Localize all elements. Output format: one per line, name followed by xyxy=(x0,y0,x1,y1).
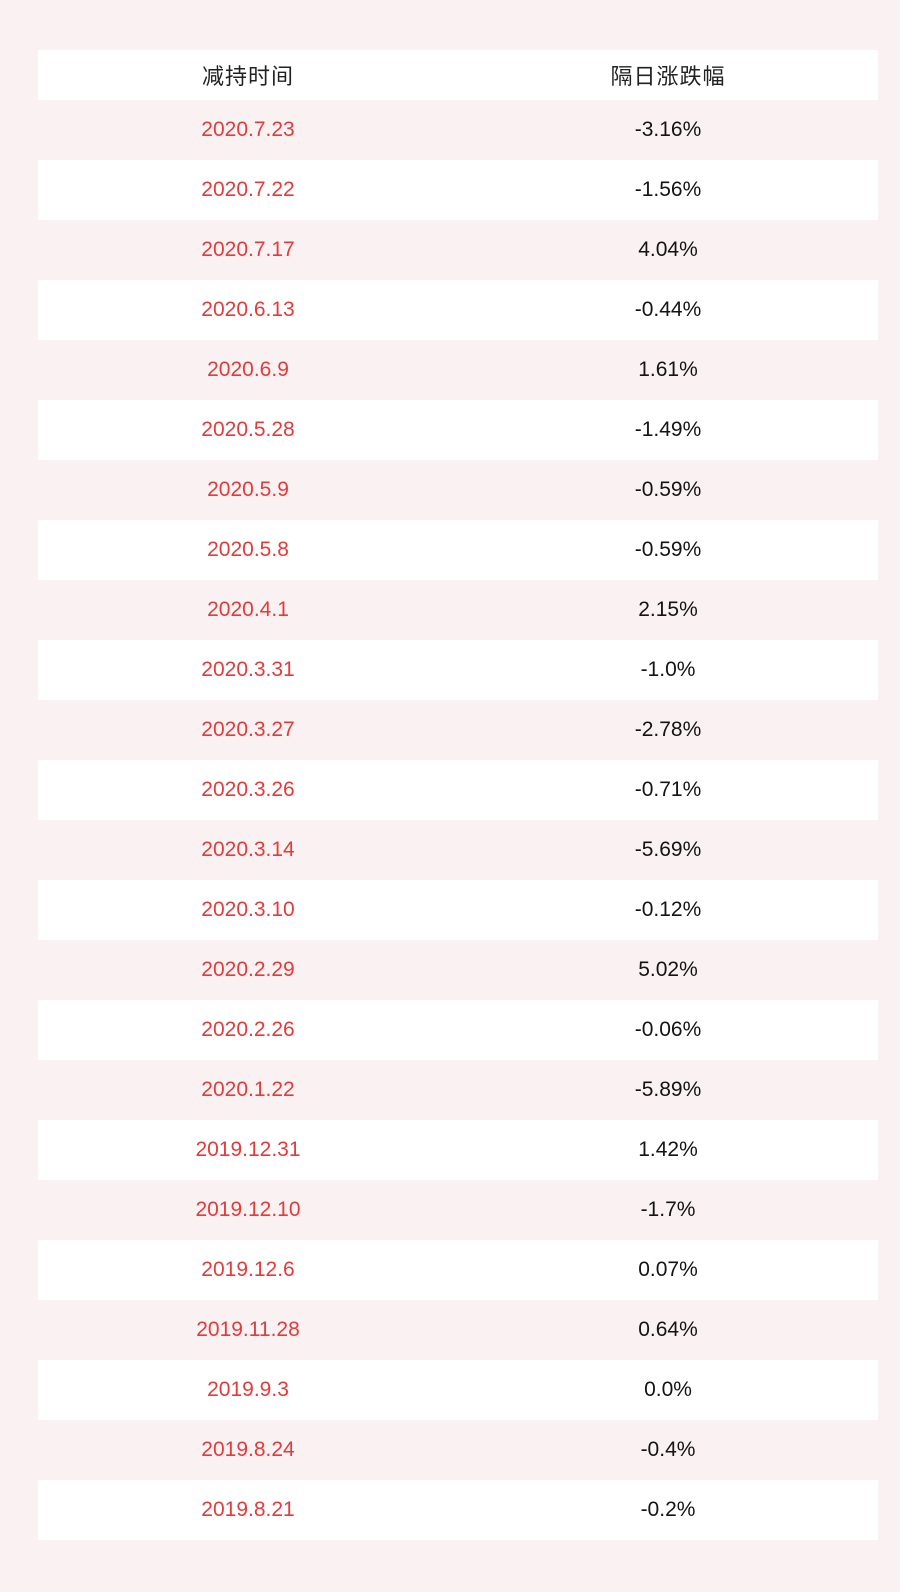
header-next-day-change: 隔日涨跌幅 xyxy=(610,64,726,89)
next-day-change-cell: -5.89% xyxy=(634,1078,702,1101)
reduction-date-cell: 2020.3.26 xyxy=(201,778,295,801)
table-row: 2019.11.28 0.64% xyxy=(38,1300,878,1360)
reduction-date-cell: 2020.4.1 xyxy=(207,598,289,621)
reduction-date-cell: 2020.7.22 xyxy=(201,178,295,201)
table-row: 2020.5.9 -0.59% xyxy=(38,460,878,520)
reduction-date-cell: 2019.8.24 xyxy=(201,1438,295,1461)
next-day-change-cell: 0.64% xyxy=(638,1318,698,1341)
reduction-date-cell: 2020.1.22 xyxy=(201,1078,295,1101)
table-row: 2020.7.23 -3.16% xyxy=(38,100,878,160)
next-day-change-cell: 2.15% xyxy=(638,598,698,621)
table-row: 2019.12.31 1.42% xyxy=(38,1120,878,1180)
table-header-row: 减持时间 隔日涨跌幅 xyxy=(38,50,878,100)
next-day-change-cell: -1.56% xyxy=(634,178,702,201)
next-day-change-cell: -1.7% xyxy=(640,1198,696,1221)
next-day-change-cell: -0.06% xyxy=(634,1018,702,1041)
reduction-date-cell: 2020.7.23 xyxy=(201,118,295,141)
next-day-change-cell: -0.2% xyxy=(640,1498,696,1521)
next-day-change-cell: -1.0% xyxy=(640,658,696,681)
reduction-date-cell: 2020.7.17 xyxy=(201,238,295,261)
table-row: 2019.9.3 0.0% xyxy=(38,1360,878,1420)
reduction-date-cell: 2020.3.27 xyxy=(201,718,295,741)
table-row: 2019.8.24 -0.4% xyxy=(38,1420,878,1480)
table-row: 2020.3.26 -0.71% xyxy=(38,760,878,820)
next-day-change-cell: -0.71% xyxy=(634,778,702,801)
reduction-date-cell: 2020.3.14 xyxy=(201,838,295,861)
table-row: 2020.2.29 5.02% xyxy=(38,940,878,1000)
next-day-change-cell: 0.07% xyxy=(638,1258,698,1281)
next-day-change-cell: 0.0% xyxy=(644,1378,692,1401)
reduction-date-cell: 2020.2.26 xyxy=(201,1018,295,1041)
table-row: 2020.5.28 -1.49% xyxy=(38,400,878,460)
table-row: 2020.7.17 4.04% xyxy=(38,220,878,280)
reduction-date-cell: 2020.5.28 xyxy=(201,418,295,441)
table-row: 2020.5.8 -0.59% xyxy=(38,520,878,580)
reduction-date-cell: 2019.12.10 xyxy=(195,1198,301,1221)
next-day-change-cell: 5.02% xyxy=(638,958,698,981)
table-row: 2020.4.1 2.15% xyxy=(38,580,878,640)
table-row: 2020.3.31 -1.0% xyxy=(38,640,878,700)
reduction-date-cell: 2020.6.9 xyxy=(207,358,289,381)
reduction-date-cell: 2020.2.29 xyxy=(201,958,295,981)
next-day-change-cell: -0.59% xyxy=(634,478,702,501)
next-day-change-cell: -0.12% xyxy=(634,898,702,921)
table-row: 2020.1.22 -5.89% xyxy=(38,1060,878,1120)
reduction-date-cell: 2020.3.10 xyxy=(201,898,295,921)
reduction-date-cell: 2019.11.28 xyxy=(196,1318,300,1341)
table-row: 2020.3.14 -5.69% xyxy=(38,820,878,880)
table-row: 2020.3.27 -2.78% xyxy=(38,700,878,760)
header-reduction-date: 减持时间 xyxy=(201,64,294,89)
reduction-date-cell: 2020.5.8 xyxy=(207,538,289,561)
next-day-change-cell: -0.4% xyxy=(640,1438,696,1461)
next-day-change-cell: 4.04% xyxy=(638,238,698,261)
next-day-change-cell: -0.44% xyxy=(634,298,702,321)
next-day-change-cell: -0.59% xyxy=(634,538,702,561)
next-day-change-cell: -2.78% xyxy=(634,718,702,741)
next-day-change-cell: 1.42% xyxy=(638,1138,698,1161)
reduction-date-cell: 2019.9.3 xyxy=(207,1378,289,1401)
table-row: 2020.3.10 -0.12% xyxy=(38,880,878,940)
reduction-date-cell: 2019.12.31 xyxy=(195,1138,301,1161)
reduction-date-cell: 2019.8.21 xyxy=(201,1498,295,1521)
reduction-history-table: 减持时间 隔日涨跌幅 2020.7.23 -3.16% 2020.7.22 -1.56… xyxy=(38,50,878,1540)
reduction-date-cell: 2020.6.13 xyxy=(201,298,295,321)
table-row: 2020.2.26 -0.06% xyxy=(38,1000,878,1060)
next-day-change-cell: -1.49% xyxy=(634,418,702,441)
next-day-change-cell: 1.61% xyxy=(638,358,698,381)
table-body: 2020.7.23 -3.16% 2020.7.22 -1.56% 2020.7.17 4… xyxy=(38,100,878,1540)
reduction-date-cell: 2020.5.9 xyxy=(207,478,289,501)
table-row: 2020.6.9 1.61% xyxy=(38,340,878,400)
table-row: 2020.6.13 -0.44% xyxy=(38,280,878,340)
table-row: 2019.12.10 -1.7% xyxy=(38,1180,878,1240)
reduction-date-cell: 2020.3.31 xyxy=(201,658,295,681)
table-row: 2019.12.6 0.07% xyxy=(38,1240,878,1300)
table-row: 2020.7.22 -1.56% xyxy=(38,160,878,220)
next-day-change-cell: -3.16% xyxy=(634,118,702,141)
reduction-date-cell: 2019.12.6 xyxy=(201,1258,295,1281)
next-day-change-cell: -5.69% xyxy=(634,838,702,861)
table-row: 2019.8.21 -0.2% xyxy=(38,1480,878,1540)
